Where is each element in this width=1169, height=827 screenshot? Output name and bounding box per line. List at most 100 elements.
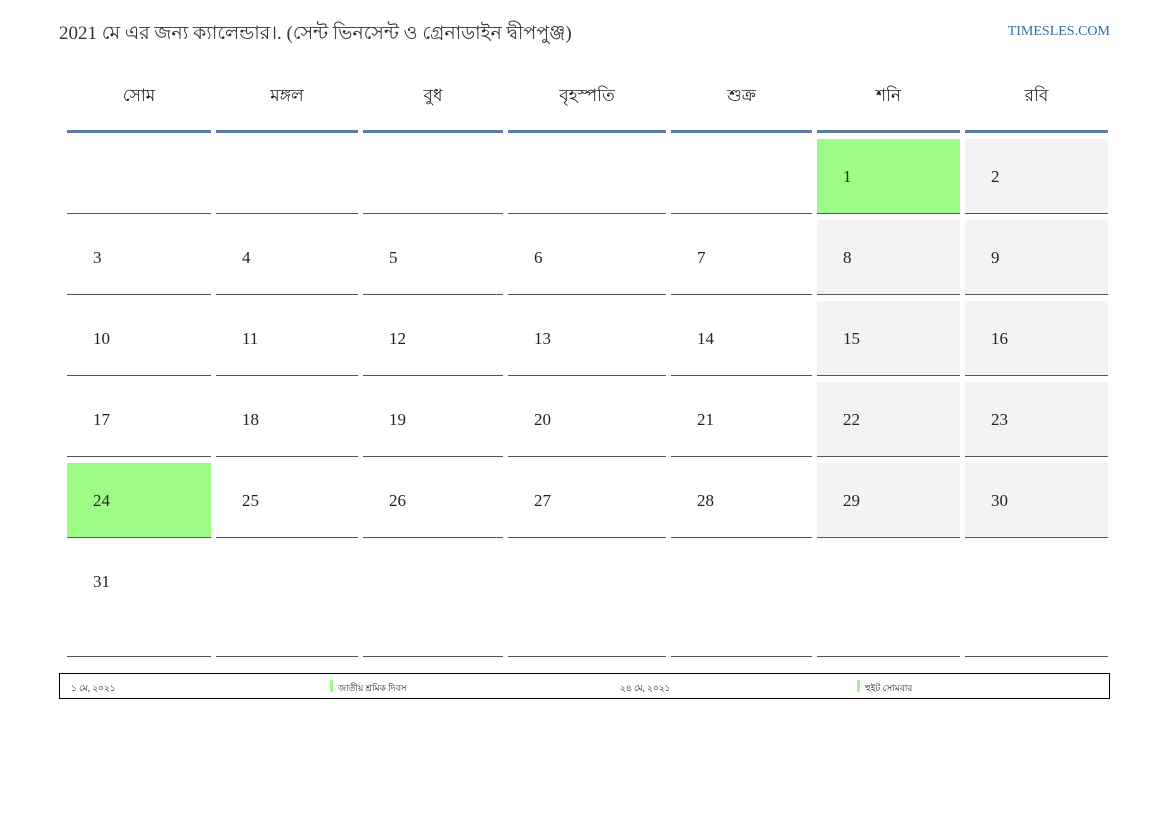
calendar-week-row: 17 18 19 20 21 22 23 [67,376,1108,457]
calendar-day-cell[interactable]: 22 [817,376,960,457]
holiday-marker-2 [857,680,860,692]
calendar-day-cell[interactable]: 18 [216,376,358,457]
page-title: 2021 মে এর জন্য ক্যালেন্ডার।. (সেন্ট ভিন… [59,23,572,44]
day-number: 6 [534,248,543,267]
weekday-saturday: শনি [817,64,960,133]
day-number: 26 [389,491,406,510]
calendar-day-cell[interactable]: 10 [67,295,211,376]
day-box: 10 [67,301,211,376]
day-number: 20 [534,410,551,429]
calendar-day-cell[interactable]: 2 [965,133,1108,214]
day-number: 10 [93,329,110,348]
day-box: 28 [671,463,812,538]
day-box [363,544,503,657]
calendar-day-cell [216,538,358,657]
calendar-day-cell[interactable]: 8 [817,214,960,295]
holiday-name-2: হুইট সোমবার [865,683,913,693]
day-number: 4 [242,248,251,267]
day-number: 29 [843,491,860,510]
day-number: 1 [843,167,852,186]
calendar-day-cell[interactable]: 9 [965,214,1108,295]
calendar-day-cell[interactable]: 14 [671,295,812,376]
day-box [965,544,1108,657]
day-box: 2 [965,139,1108,214]
day-box: 4 [216,220,358,295]
day-number: 21 [697,410,714,429]
calendar-day-cell[interactable]: 13 [508,295,666,376]
day-box: 22 [817,382,960,457]
day-number: 18 [242,410,259,429]
calendar-day-cell[interactable]: 25 [216,457,358,538]
holiday-marker-1 [330,680,333,692]
day-box: 13 [508,301,666,376]
day-box: 1 [817,139,960,214]
calendar-day-cell[interactable]: 23 [965,376,1108,457]
day-box: 30 [965,463,1108,538]
day-number: 3 [93,248,102,267]
day-number: 24 [93,491,110,510]
calendar-day-cell [671,538,812,657]
calendar-day-cell[interactable]: 7 [671,214,812,295]
day-number: 31 [93,572,110,591]
holiday-footer: ১ মে, ২০২১ জাতীয় শ্রমিক দিবস ২৪ মে, ২০২… [59,673,1110,699]
calendar-day-cell[interactable]: 26 [363,457,503,538]
day-number: 2 [991,167,1000,186]
day-number: 13 [534,329,551,348]
calendar-day-cell[interactable]: 15 [817,295,960,376]
calendar-day-cell [817,538,960,657]
day-number: 7 [697,248,706,267]
calendar-week-row: 31 [67,538,1108,657]
day-number: 22 [843,410,860,429]
day-number: 14 [697,329,714,348]
calendar-day-cell[interactable]: 3 [67,214,211,295]
day-number: 28 [697,491,714,510]
calendar-day-cell[interactable]: 17 [67,376,211,457]
day-box [508,544,666,657]
calendar-day-cell [508,538,666,657]
calendar-day-cell[interactable]: 24 [67,457,211,538]
calendar-day-cell[interactable]: 4 [216,214,358,295]
day-box: 31 [67,544,211,657]
weekday-tuesday: মঙ্গল [216,64,358,133]
calendar-day-cell[interactable]: 28 [671,457,812,538]
calendar-day-cell[interactable]: 21 [671,376,812,457]
calendar-day-cell[interactable]: 11 [216,295,358,376]
day-number: 5 [389,248,398,267]
calendar-day-cell[interactable]: 16 [965,295,1108,376]
calendar-day-cell[interactable]: 29 [817,457,960,538]
day-number: 15 [843,329,860,348]
day-number: 12 [389,329,406,348]
day-box: 7 [671,220,812,295]
holiday-name-1: জাতীয় শ্রমিক দিবস [338,683,407,693]
calendar-day-cell[interactable]: 6 [508,214,666,295]
calendar-week-row: 3 4 5 6 7 8 9 [67,214,1108,295]
day-box: 25 [216,463,358,538]
day-number: 11 [242,329,259,348]
calendar-day-cell[interactable]: 12 [363,295,503,376]
day-number: 30 [991,491,1008,510]
day-box: 9 [965,220,1108,295]
day-box: 8 [817,220,960,295]
calendar-day-cell[interactable]: 20 [508,376,666,457]
day-number: 25 [242,491,259,510]
day-box: 20 [508,382,666,457]
calendar-day-cell [508,133,666,214]
day-box [216,544,358,657]
calendar-day-cell[interactable]: 19 [363,376,503,457]
day-number: 23 [991,410,1008,429]
weekday-header-row: সোম মঙ্গল বুধ বৃহস্পতি শুক্র শনি রবি [67,64,1108,133]
calendar-day-cell[interactable]: 27 [508,457,666,538]
calendar-day-cell[interactable]: 30 [965,457,1108,538]
day-box: 19 [363,382,503,457]
day-number: 8 [843,248,852,267]
day-box: 6 [508,220,666,295]
calendar-day-cell [965,538,1108,657]
calendar-day-cell[interactable]: 5 [363,214,503,295]
site-link[interactable]: TIMESLES.COM [1007,24,1110,39]
calendar-day-cell[interactable]: 1 [817,133,960,214]
day-box: 26 [363,463,503,538]
day-number: 19 [389,410,406,429]
calendar-day-cell[interactable]: 31 [67,538,211,657]
